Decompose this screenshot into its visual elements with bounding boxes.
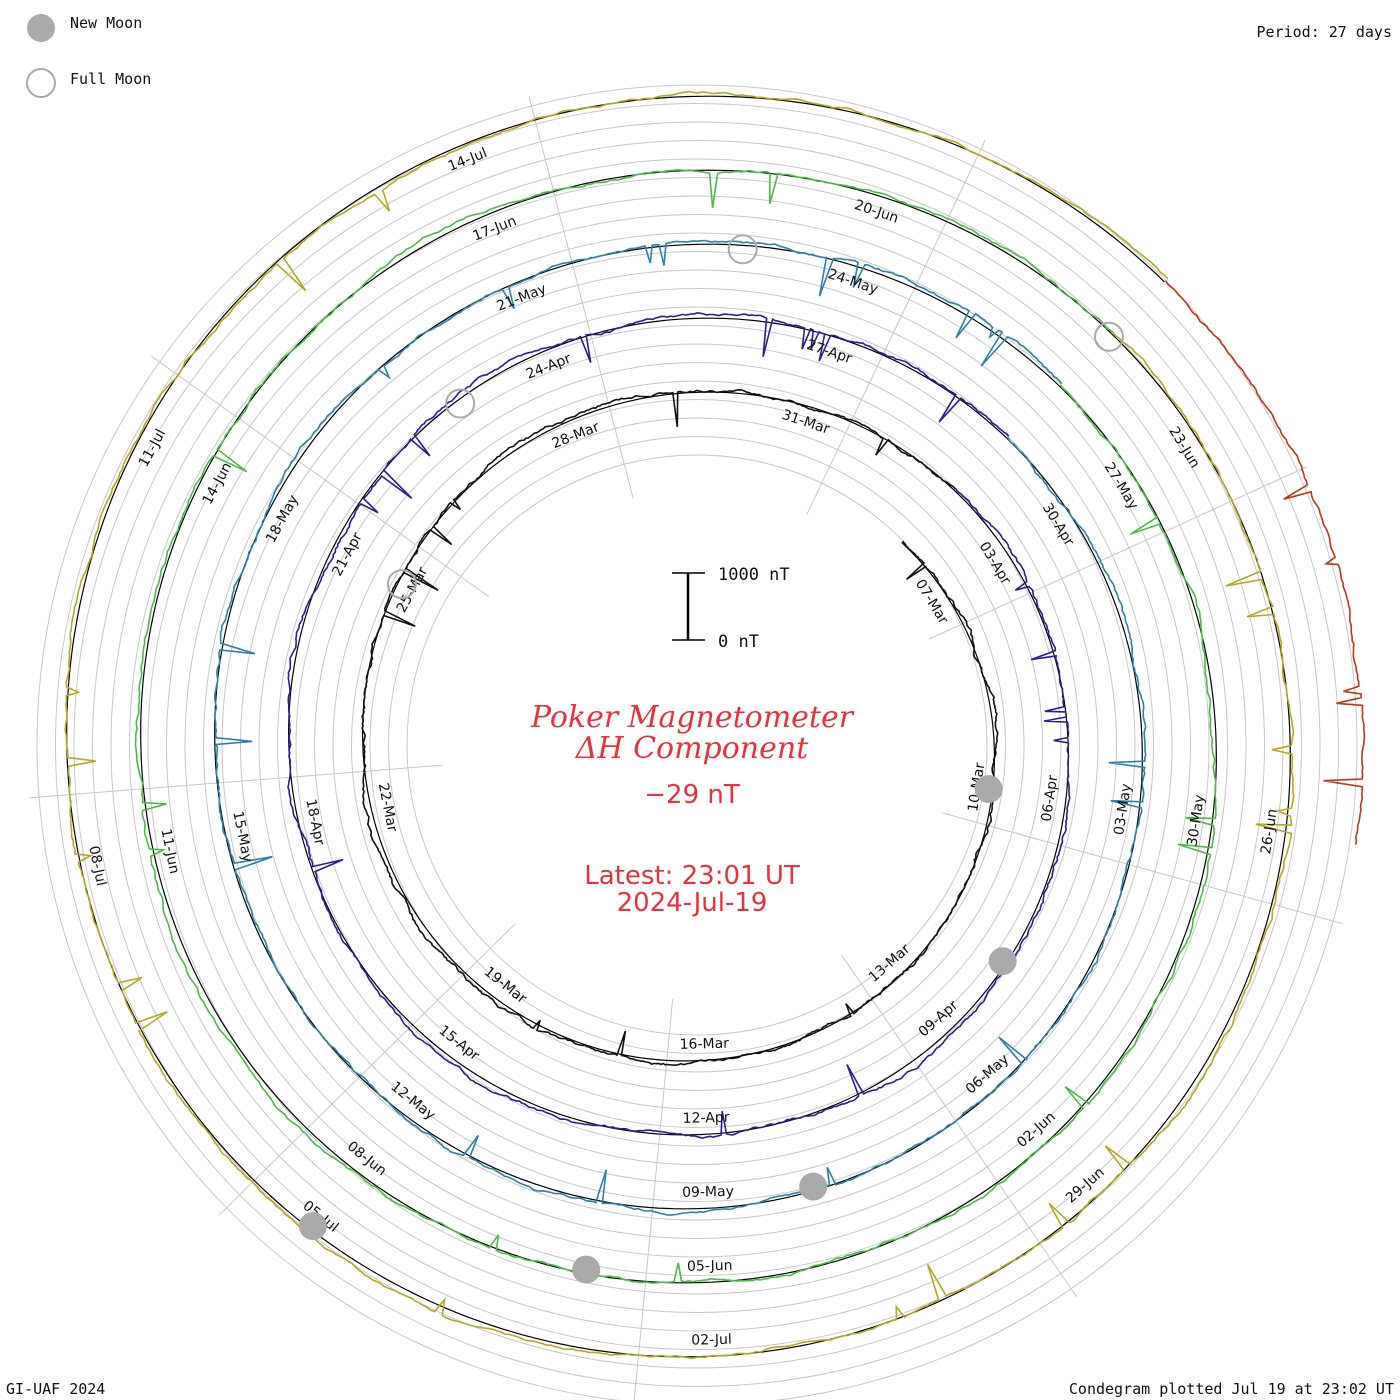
series-trace: [287, 311, 1071, 1139]
date-label: 21-Apr: [329, 530, 366, 579]
date-label: 02-Jul: [691, 1332, 732, 1349]
date-label: 17-Jun: [471, 213, 519, 245]
full-moon-marker: [727, 234, 758, 265]
series-trace: [213, 239, 1147, 1216]
grid-circle: [55, 103, 1339, 1387]
grid-circle: [73, 121, 1321, 1369]
date-label: 08-Jun: [344, 1138, 390, 1179]
new-moon-legend-icon: [27, 14, 55, 42]
revolution-baselines: [66, 95, 1291, 1358]
grid-circle: [110, 158, 1284, 1332]
date-label: 12-Apr: [683, 1110, 730, 1127]
full-moon-marker: [445, 388, 476, 419]
grid-spoke: [218, 923, 516, 1216]
series-trace: [361, 388, 999, 1067]
grid-spoke: [928, 466, 1307, 640]
data-traces: [64, 90, 1366, 1360]
revolution-baseline: [214, 243, 1143, 1210]
grid-circle: [406, 454, 988, 1036]
revolution-baseline: [362, 391, 995, 1062]
grid-circle: [92, 140, 1302, 1350]
new-moon-marker: [799, 1172, 828, 1201]
date-label: 09-Apr: [916, 997, 962, 1040]
latest-time: Latest: 23:01 UT: [584, 861, 800, 891]
date-label: 20-Jun: [852, 197, 900, 227]
grid-circle: [184, 232, 1210, 1258]
new-moon-legend-label: New Moon: [70, 14, 142, 32]
series-trace: [134, 169, 1217, 1284]
grid-circle: [203, 251, 1191, 1239]
series-trace: [64, 90, 1295, 1360]
full-moon-marker: [386, 569, 417, 600]
grid-spoke: [29, 764, 443, 799]
grid-circle: [147, 195, 1247, 1295]
date-label: 30-Apr: [1039, 501, 1077, 549]
grid-circle: [369, 417, 1025, 1073]
date-label: 08-Jul: [85, 845, 109, 888]
date-label: 15-May: [229, 810, 255, 864]
date-label: 09-May: [682, 1184, 734, 1201]
new-moon-marker: [572, 1255, 601, 1284]
scale-bar-bottom-label: 0 nT: [718, 632, 759, 652]
date-label: 13-Mar: [866, 941, 914, 986]
date-label: 02-Jun: [1014, 1109, 1059, 1151]
date-label: 23-Jun: [1165, 424, 1202, 471]
new-moon-marker: [974, 775, 1003, 804]
latest-date: 2024-Jul-19: [617, 888, 768, 918]
grid-circle: [351, 399, 1043, 1091]
grid-spoke: [151, 355, 490, 598]
date-label: 03-May: [1111, 783, 1135, 837]
date-label: 21-May: [495, 281, 549, 315]
full-moon-legend-label: Full Moon: [70, 70, 151, 88]
grid-spoke: [841, 954, 1078, 1298]
full-moon-legend-icon: [26, 68, 56, 98]
footer-plot-time: Condegram plotted Jul 19 at 23:02 UT: [1069, 1380, 1394, 1398]
grid-spoke: [633, 998, 674, 1400]
grid-circle: [295, 343, 1099, 1147]
chart-title-line1: Poker Magnetometer: [530, 700, 855, 735]
grid-spoke: [528, 96, 634, 499]
period-label: Period: 27 days: [1257, 23, 1392, 41]
date-label: 22-Mar: [375, 782, 400, 834]
date-label: 06-May: [963, 1051, 1012, 1097]
date-label: 26-Jun: [1258, 808, 1281, 855]
polar-grid: [29, 84, 1358, 1400]
grid-circle: [166, 214, 1228, 1276]
grid-circle: [221, 269, 1173, 1221]
grid-circle: [129, 177, 1265, 1313]
date-label: 25-Mar: [394, 564, 432, 615]
grid-circle: [314, 362, 1080, 1128]
date-label: 16-Mar: [679, 1036, 729, 1053]
grid-circle: [332, 380, 1062, 1110]
date-label: 07-Mar: [912, 577, 951, 628]
date-label: 19-Mar: [481, 964, 530, 1007]
date-label: 29-Jun: [1063, 1164, 1108, 1206]
chart-title-line2: ΔH Component: [575, 731, 809, 766]
moon-markers: [298, 234, 1124, 1284]
current-value: −29 nT: [644, 780, 740, 810]
grid-circle: [277, 325, 1117, 1165]
new-moon-marker: [988, 947, 1017, 976]
grid-circle: [240, 288, 1154, 1202]
footer-credit: GI-UAF 2024: [6, 1380, 105, 1398]
grid-spoke: [942, 812, 1343, 925]
grid-circle: [258, 306, 1136, 1184]
date-label: 06-Apr: [1039, 774, 1062, 823]
full-moon-marker: [1094, 321, 1124, 352]
date-label: 30-May: [1185, 794, 1209, 848]
new-moon-marker: [298, 1212, 327, 1241]
series-trace: [1165, 280, 1366, 845]
grid-spoke: [806, 139, 986, 516]
date-label: 12-May: [388, 1079, 438, 1124]
date-label: 24-Apr: [524, 351, 574, 383]
grid-circle: [36, 84, 1358, 1400]
grid-circle: [388, 436, 1006, 1054]
date-label: 05-Jun: [687, 1258, 733, 1275]
scale-bar-top-label: 1000 nT: [718, 565, 790, 585]
